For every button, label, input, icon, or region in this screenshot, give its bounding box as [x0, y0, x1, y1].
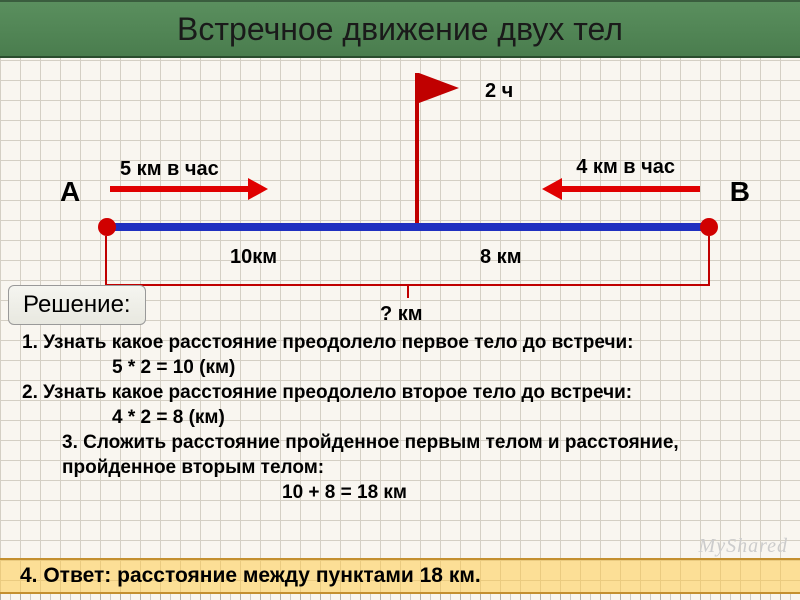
- time-label: 2 ч: [485, 80, 513, 103]
- step-3-calc: 10 + 8 = 18 км: [282, 480, 778, 505]
- page-title: Встречное движение двух тел: [177, 11, 623, 48]
- solution-steps: 1. Узнать какое расстояние преодолело пе…: [22, 330, 778, 506]
- dot-b-icon: [700, 218, 718, 236]
- ruler-decoration: [0, 594, 800, 600]
- step-2-text: 2. Узнать какое расстояние преодолело вт…: [22, 380, 778, 405]
- answer-bar: 4. Ответ: расстояние между пунктами 18 к…: [0, 558, 800, 594]
- distance-line: [105, 223, 710, 231]
- dot-a-icon: [98, 218, 116, 236]
- step-3-text: 3. Сложить расстояние пройденное первым …: [62, 430, 778, 480]
- step-1-calc: 5 * 2 = 10 (км): [112, 355, 778, 380]
- step-1-text: 1. Узнать какое расстояние преодолело пе…: [22, 330, 778, 355]
- title-bar: Встречное движение двух тел: [0, 0, 800, 58]
- flag-icon: [419, 73, 459, 103]
- unknown-label: ? км: [380, 303, 423, 326]
- watermark-text: MyShared: [699, 535, 788, 558]
- speed-a-label: 5 км в час: [120, 158, 219, 181]
- point-a-label: A: [60, 176, 80, 208]
- bracket-icon: [105, 236, 710, 286]
- solution-heading: Решение:: [8, 285, 146, 325]
- point-b-label: B: [730, 176, 750, 208]
- speed-b-label: 4 км в час: [576, 156, 675, 179]
- answer-text: 4. Ответ: расстояние между пунктами 18 к…: [20, 564, 481, 588]
- arrow-a-icon: [110, 186, 250, 192]
- step-2-calc: 4 * 2 = 8 (км): [112, 405, 778, 430]
- arrow-b-icon: [560, 186, 700, 192]
